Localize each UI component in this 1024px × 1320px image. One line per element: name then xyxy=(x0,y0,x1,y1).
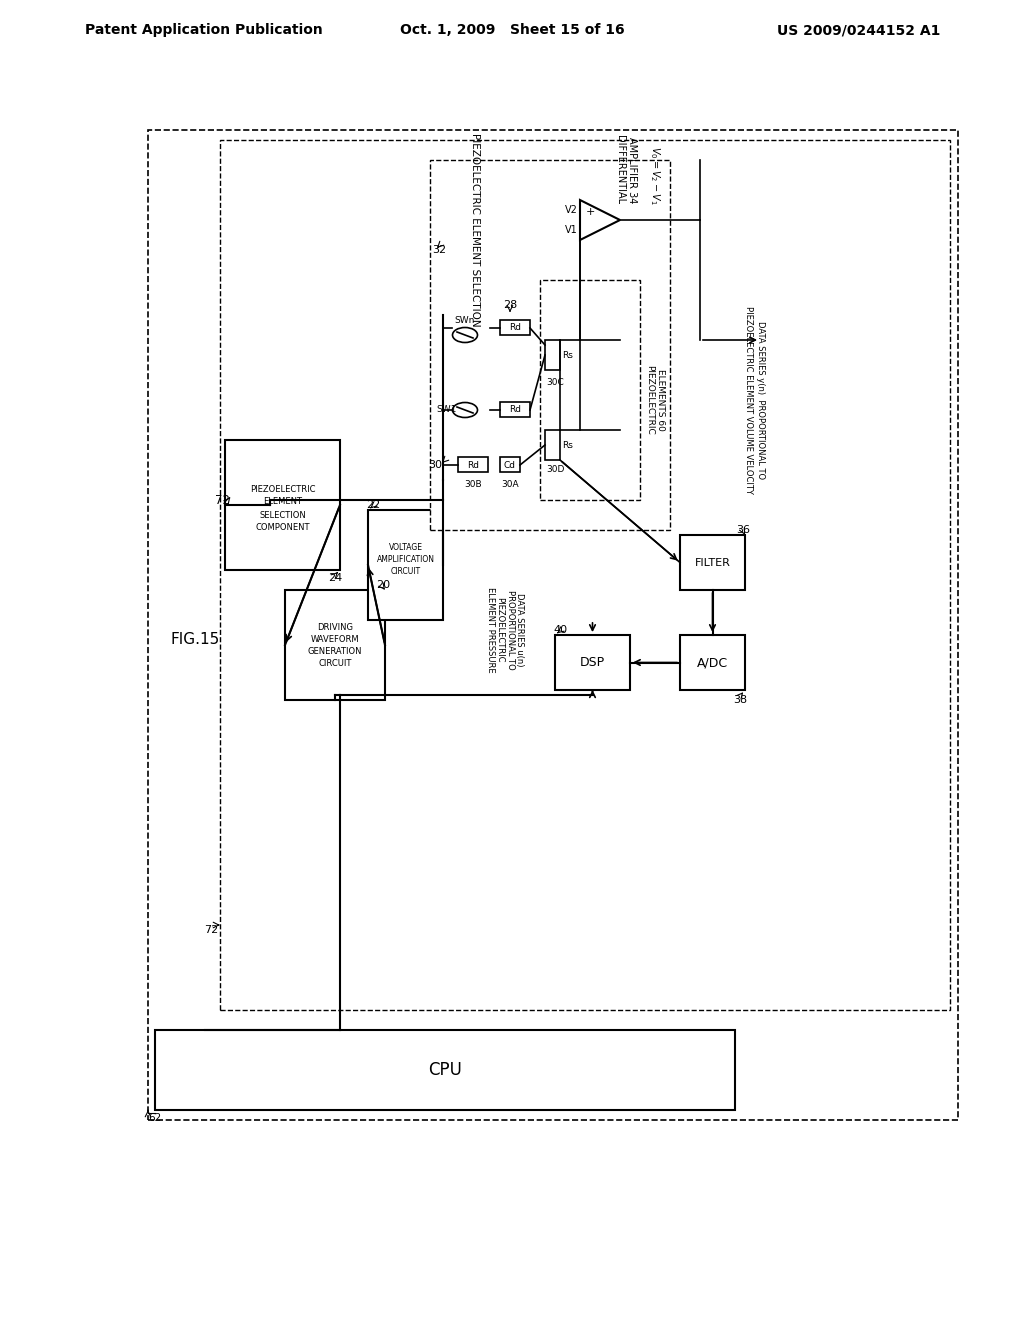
FancyBboxPatch shape xyxy=(500,319,530,335)
FancyBboxPatch shape xyxy=(368,510,443,620)
Text: CIRCUIT: CIRCUIT xyxy=(318,659,351,668)
Text: SW1: SW1 xyxy=(437,405,457,414)
Text: Rd: Rd xyxy=(509,405,521,414)
FancyBboxPatch shape xyxy=(220,140,950,1010)
Text: PIEZOELECTRIC: PIEZOELECTRIC xyxy=(496,597,505,663)
Text: 24: 24 xyxy=(328,573,342,583)
Text: SWn: SWn xyxy=(455,315,475,325)
Text: 38: 38 xyxy=(733,696,748,705)
Text: Rd: Rd xyxy=(509,323,521,333)
Text: 30A: 30A xyxy=(501,480,519,488)
Text: PIEZOELECTRIC ELEMENT SELECTION: PIEZOELECTRIC ELEMENT SELECTION xyxy=(470,133,480,327)
Text: Oct. 1, 2009   Sheet 15 of 16: Oct. 1, 2009 Sheet 15 of 16 xyxy=(399,22,625,37)
Text: WAVEFORM: WAVEFORM xyxy=(310,635,359,644)
Text: GENERATION: GENERATION xyxy=(308,647,362,656)
Text: ELEMENT: ELEMENT xyxy=(263,498,302,507)
FancyBboxPatch shape xyxy=(500,457,520,473)
Text: FILTER: FILTER xyxy=(694,557,730,568)
Text: 20: 20 xyxy=(376,579,390,590)
Text: DRIVING: DRIVING xyxy=(317,623,353,631)
Text: 22: 22 xyxy=(366,500,380,510)
Text: 32: 32 xyxy=(432,246,446,255)
Text: FIG.15: FIG.15 xyxy=(170,632,219,648)
Text: PIEZOELECTRIC: PIEZOELECTRIC xyxy=(250,486,315,495)
FancyBboxPatch shape xyxy=(430,160,670,531)
Text: 30C: 30C xyxy=(546,378,564,387)
Text: SELECTION: SELECTION xyxy=(259,511,306,520)
Text: VOLTAGE: VOLTAGE xyxy=(388,543,423,552)
Text: 36: 36 xyxy=(736,525,750,535)
Text: Patent Application Publication: Patent Application Publication xyxy=(85,22,323,37)
Text: A/DC: A/DC xyxy=(697,656,728,669)
FancyBboxPatch shape xyxy=(680,535,745,590)
Text: ELEMENTS 60: ELEMENTS 60 xyxy=(655,370,665,430)
Text: 62: 62 xyxy=(148,1113,162,1123)
Text: +: + xyxy=(586,207,595,216)
Text: DIFFERENTIAL: DIFFERENTIAL xyxy=(615,136,625,205)
Text: CIRCUIT: CIRCUIT xyxy=(390,566,421,576)
Text: $V_0=V_2-V_1$: $V_0=V_2-V_1$ xyxy=(648,145,662,205)
Text: PIEZOELECTRIC: PIEZOELECTRIC xyxy=(645,366,654,434)
Text: PROPORTIONAL TO: PROPORTIONAL TO xyxy=(506,590,514,669)
Text: DATA SERIES y(n)  PROPORTIONAL TO: DATA SERIES y(n) PROPORTIONAL TO xyxy=(756,321,765,479)
Text: CPU: CPU xyxy=(428,1061,462,1078)
Text: Rs: Rs xyxy=(562,351,572,359)
Text: 72: 72 xyxy=(204,925,218,935)
Text: COMPONENT: COMPONENT xyxy=(255,524,309,532)
Text: DATA SERIES u(n): DATA SERIES u(n) xyxy=(515,593,524,667)
Text: Cd: Cd xyxy=(504,461,516,470)
Text: Rd: Rd xyxy=(467,461,479,470)
Text: 30D: 30D xyxy=(546,465,564,474)
Text: ELEMENT PRESSURE: ELEMENT PRESSURE xyxy=(485,587,495,673)
Text: V2: V2 xyxy=(565,205,578,215)
Text: PIEZOELECTRIC ELEMENT VOLUME VELOCITY: PIEZOELECTRIC ELEMENT VOLUME VELOCITY xyxy=(743,306,753,494)
FancyBboxPatch shape xyxy=(545,430,560,459)
FancyBboxPatch shape xyxy=(540,280,640,500)
Text: 28: 28 xyxy=(503,300,517,310)
Text: DSP: DSP xyxy=(580,656,605,669)
Text: 72: 72 xyxy=(215,494,230,507)
FancyBboxPatch shape xyxy=(225,440,340,570)
FancyBboxPatch shape xyxy=(500,403,530,417)
Text: AMPLIFIER 34: AMPLIFIER 34 xyxy=(627,137,637,203)
FancyBboxPatch shape xyxy=(545,341,560,370)
FancyBboxPatch shape xyxy=(458,457,488,473)
Text: 30B: 30B xyxy=(464,480,482,488)
FancyBboxPatch shape xyxy=(680,635,745,690)
FancyBboxPatch shape xyxy=(155,1030,735,1110)
Text: 30: 30 xyxy=(428,459,442,470)
FancyBboxPatch shape xyxy=(285,590,385,700)
Text: US 2009/0244152 A1: US 2009/0244152 A1 xyxy=(776,22,940,37)
FancyBboxPatch shape xyxy=(148,129,958,1119)
Text: 40: 40 xyxy=(553,624,567,635)
Text: V1: V1 xyxy=(565,224,578,235)
FancyBboxPatch shape xyxy=(555,635,630,690)
Text: AMPLIFICATION: AMPLIFICATION xyxy=(377,554,434,564)
Text: Rs: Rs xyxy=(562,441,572,450)
